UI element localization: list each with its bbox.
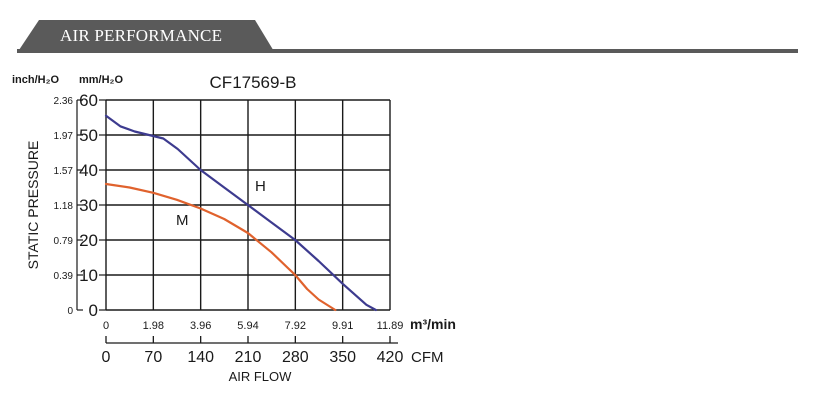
x-tick-label-m3min-5: 9.91	[332, 320, 353, 332]
y-tick-label-inch-5: 1.97	[54, 131, 74, 142]
x-tick-label-m3min-1: 1.98	[143, 320, 164, 332]
x-tick-label-m3min-4: 7.92	[285, 320, 306, 332]
chart-title: CF17569-B	[210, 73, 297, 92]
series-line-M	[104, 182, 337, 312]
unit-label-mm: mm/H₂O	[79, 74, 123, 86]
y-axis-label: STATIC PRESSURE	[25, 141, 41, 270]
series-label-H: H	[255, 178, 266, 195]
y-tick-label-mm-3: 30	[79, 196, 98, 215]
x-tick-label-m3min-2: 3.96	[190, 320, 211, 332]
y-tick-label-mm-1: 10	[79, 266, 98, 285]
y-tick-label-mm-2: 20	[79, 231, 98, 250]
y-tick-label-mm-0: 0	[89, 301, 98, 320]
y-tick-label-mm-5: 50	[79, 126, 98, 145]
unit-label-cfm: CFM	[411, 349, 444, 366]
section-title: AIR PERFORMANCE	[60, 26, 223, 45]
x-tick-label-cfm-0: 0	[102, 349, 111, 366]
section-header-tab	[17, 20, 275, 53]
x-tick-label-cfm-3: 210	[235, 349, 262, 366]
y-tick-label-inch-2: 0.79	[54, 236, 74, 247]
chart-curves	[104, 114, 377, 312]
y-tick-label-mm-6: 60	[79, 91, 98, 110]
section-header-rule	[17, 49, 798, 53]
y-tick-label-inch-4: 1.57	[54, 166, 74, 177]
x-tick-label-cfm-2: 140	[187, 349, 214, 366]
unit-label-inch: inch/H₂O	[12, 74, 60, 86]
y-tick-label-inch-3: 1.18	[54, 201, 74, 212]
unit-label-m3min: m³/min	[410, 316, 456, 332]
x-tick-label-m3min-3: 5.94	[237, 320, 258, 332]
x-tick-label-cfm-5: 350	[329, 349, 356, 366]
y-tick-label-inch-1: 0.39	[54, 271, 74, 282]
x-tick-label-cfm-4: 280	[282, 349, 309, 366]
x-tick-label-m3min-6: 11.89	[377, 320, 404, 332]
x-tick-label-cfm-6: 420	[377, 349, 404, 366]
y-tick-label-inch-6: 2.36	[54, 96, 74, 107]
y-tick-label-mm-4: 40	[79, 161, 98, 180]
x-axis-label: AIR FLOW	[229, 369, 293, 384]
x-tick-label-cfm-1: 70	[144, 349, 162, 366]
y-tick-label-inch-0: 0	[67, 306, 73, 317]
series-line-H	[104, 114, 377, 312]
x-tick-label-m3min-0: 0	[103, 320, 109, 332]
chart-axes: 0 00.39 100.79 201.18 301.57 401.97 502.36 600 1…	[54, 91, 404, 366]
series-label-M: M	[176, 212, 189, 229]
